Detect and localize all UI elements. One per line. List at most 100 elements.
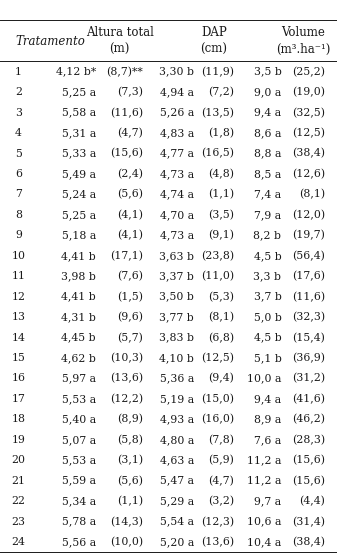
Text: 7: 7 <box>15 190 22 200</box>
Text: 3,50 b: 3,50 b <box>159 292 194 302</box>
Text: 8,5 a: 8,5 a <box>254 169 281 179</box>
Text: 21: 21 <box>11 476 26 486</box>
Text: (12,5): (12,5) <box>292 128 325 138</box>
Text: (13,6): (13,6) <box>110 373 143 383</box>
Text: (m³.ha⁻¹): (m³.ha⁻¹) <box>276 43 331 56</box>
Text: 11,2 a: 11,2 a <box>247 476 281 486</box>
Text: (1,1): (1,1) <box>208 190 234 200</box>
Text: (7,8): (7,8) <box>208 435 234 445</box>
Text: (2,4): (2,4) <box>117 169 143 179</box>
Text: (15,4): (15,4) <box>292 333 325 343</box>
Text: 5,97 a: 5,97 a <box>62 373 96 383</box>
Text: (38,4): (38,4) <box>292 537 325 547</box>
Text: 3,63 b: 3,63 b <box>159 251 194 260</box>
Text: 3,7 b: 3,7 b <box>253 292 281 302</box>
Text: 5,25 a: 5,25 a <box>62 87 96 97</box>
Text: 24: 24 <box>11 537 26 547</box>
Text: (11,0): (11,0) <box>201 271 234 281</box>
Text: 3,5 b: 3,5 b <box>253 67 281 77</box>
Text: 22: 22 <box>11 496 26 506</box>
Text: (9,4): (9,4) <box>208 373 234 383</box>
Text: 4,45 b: 4,45 b <box>61 333 96 343</box>
Text: 5,53 a: 5,53 a <box>62 455 96 465</box>
Text: (56,4): (56,4) <box>292 250 325 261</box>
Text: (10,3): (10,3) <box>110 353 143 363</box>
Text: (17,1): (17,1) <box>110 250 143 261</box>
Text: 5,36 a: 5,36 a <box>159 373 194 383</box>
Text: 10,4 a: 10,4 a <box>247 537 281 547</box>
Text: (7,2): (7,2) <box>208 87 234 97</box>
Text: (25,2): (25,2) <box>292 67 325 77</box>
Text: 8,2 b: 8,2 b <box>253 230 281 240</box>
Text: 3,83 b: 3,83 b <box>159 333 194 343</box>
Text: 3,77 b: 3,77 b <box>159 312 194 322</box>
Text: (15,6): (15,6) <box>292 476 325 486</box>
Text: 5,54 a: 5,54 a <box>160 517 194 527</box>
Text: (4,4): (4,4) <box>299 496 325 506</box>
Text: 13: 13 <box>11 312 26 322</box>
Text: 5,56 a: 5,56 a <box>62 537 96 547</box>
Text: (5,6): (5,6) <box>117 190 143 200</box>
Text: (46,2): (46,2) <box>292 414 325 424</box>
Text: (5,7): (5,7) <box>117 333 143 343</box>
Text: 8,9 a: 8,9 a <box>254 414 281 424</box>
Text: 8,6 a: 8,6 a <box>254 128 281 138</box>
Text: 4,62 b: 4,62 b <box>61 353 96 363</box>
Text: 5,49 a: 5,49 a <box>62 169 96 179</box>
Text: 4,73 a: 4,73 a <box>160 169 194 179</box>
Text: (12,0): (12,0) <box>292 210 325 220</box>
Text: 7,9 a: 7,9 a <box>254 210 281 220</box>
Text: 11: 11 <box>11 271 26 281</box>
Text: (8,7)**: (8,7)** <box>106 67 143 77</box>
Text: 5,0 b: 5,0 b <box>253 312 281 322</box>
Text: 5,25 a: 5,25 a <box>62 210 96 220</box>
Text: (4,7): (4,7) <box>117 128 143 138</box>
Text: 4,80 a: 4,80 a <box>159 435 194 445</box>
Text: 5,26 a: 5,26 a <box>159 108 194 117</box>
Text: (12,2): (12,2) <box>110 394 143 404</box>
Text: (13,5): (13,5) <box>201 107 234 118</box>
Text: 3,98 b: 3,98 b <box>61 271 96 281</box>
Text: (8,1): (8,1) <box>299 190 325 200</box>
Text: (1,1): (1,1) <box>117 496 143 506</box>
Text: (1,5): (1,5) <box>117 291 143 302</box>
Text: (cm): (cm) <box>201 43 227 56</box>
Text: 16: 16 <box>11 373 26 383</box>
Text: 7,4 a: 7,4 a <box>254 190 281 200</box>
Text: (11,6): (11,6) <box>110 107 143 118</box>
Text: (7,3): (7,3) <box>117 87 143 97</box>
Text: 5,31 a: 5,31 a <box>62 128 96 138</box>
Text: (3,5): (3,5) <box>208 210 234 220</box>
Text: Volume: Volume <box>281 26 325 40</box>
Text: 8,8 a: 8,8 a <box>254 149 281 159</box>
Text: (12,3): (12,3) <box>201 517 234 527</box>
Text: (10,0): (10,0) <box>110 537 143 547</box>
Text: (6,8): (6,8) <box>208 333 234 343</box>
Text: 11,2 a: 11,2 a <box>247 455 281 465</box>
Text: 5,33 a: 5,33 a <box>62 149 96 159</box>
Text: (17,6): (17,6) <box>292 271 325 281</box>
Text: (8,1): (8,1) <box>208 312 234 323</box>
Text: (9,1): (9,1) <box>208 230 234 240</box>
Text: 6: 6 <box>15 169 22 179</box>
Text: (9,6): (9,6) <box>117 312 143 323</box>
Text: 5,34 a: 5,34 a <box>62 496 96 506</box>
Text: (31,4): (31,4) <box>292 517 325 527</box>
Text: (11,9): (11,9) <box>201 67 234 77</box>
Text: (4,8): (4,8) <box>208 169 234 179</box>
Text: (11,6): (11,6) <box>292 291 325 302</box>
Text: 17: 17 <box>11 394 26 404</box>
Text: (3,1): (3,1) <box>117 455 143 466</box>
Text: (5,6): (5,6) <box>117 476 143 486</box>
Text: 19: 19 <box>11 435 26 445</box>
Text: (32,3): (32,3) <box>292 312 325 323</box>
Text: 5,59 a: 5,59 a <box>62 476 96 486</box>
Text: 10,0 a: 10,0 a <box>247 373 281 383</box>
Text: Tratamento: Tratamento <box>15 35 85 48</box>
Text: (1,8): (1,8) <box>208 128 234 138</box>
Text: 4,5 b: 4,5 b <box>254 333 281 343</box>
Text: (5,3): (5,3) <box>208 291 234 302</box>
Text: 15: 15 <box>11 353 26 363</box>
Text: (23,8): (23,8) <box>201 250 234 261</box>
Text: 5,40 a: 5,40 a <box>62 414 96 424</box>
